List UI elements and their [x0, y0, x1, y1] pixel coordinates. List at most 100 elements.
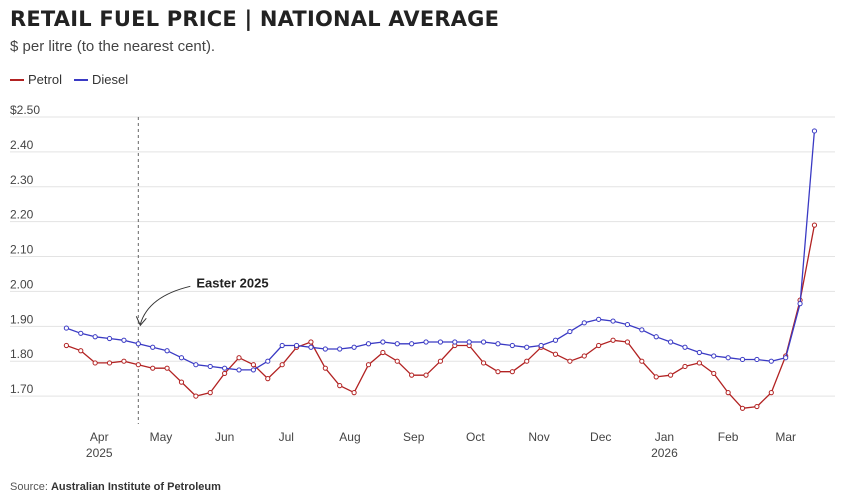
- data-point-diesel: [811, 128, 818, 134]
- x-tick-label: Sep: [403, 430, 425, 444]
- data-point-petrol: [394, 358, 400, 364]
- easter-arrow: [139, 285, 191, 325]
- legend-swatch-petrol: [10, 78, 24, 81]
- data-point-diesel: [365, 341, 372, 347]
- series-layer: [63, 128, 818, 411]
- data-point-petrol: [207, 390, 213, 396]
- data-point-diesel: [596, 316, 602, 322]
- series-line-diesel: [66, 130, 816, 371]
- data-point-petrol: [279, 362, 285, 368]
- x-tick-label: Aug: [339, 430, 360, 444]
- data-point-petrol: [380, 349, 386, 356]
- data-point-diesel: [308, 344, 314, 350]
- data-point-petrol: [739, 405, 746, 411]
- data-point-petrol: [135, 362, 141, 368]
- x-tick-year-label: 2026: [651, 446, 678, 460]
- data-point-diesel: [337, 346, 343, 352]
- data-point-diesel: [452, 339, 458, 345]
- data-point-diesel: [178, 355, 185, 361]
- data-point-petrol: [610, 337, 616, 343]
- data-point-diesel: [711, 353, 717, 359]
- data-point-diesel: [610, 318, 616, 324]
- data-point-petrol: [437, 358, 444, 364]
- data-point-petrol: [193, 393, 199, 399]
- y-tick-label: 2.10: [10, 243, 34, 257]
- data-point-petrol: [150, 365, 156, 371]
- data-point-diesel: [639, 327, 645, 333]
- data-point-diesel: [92, 334, 98, 340]
- data-point-diesel: [797, 301, 803, 307]
- data-point-petrol: [106, 360, 113, 366]
- data-point-diesel: [624, 321, 631, 328]
- data-point-petrol: [811, 222, 818, 228]
- data-point-petrol: [322, 365, 328, 371]
- data-point-diesel: [236, 367, 242, 373]
- data-point-diesel: [739, 356, 746, 363]
- legend-item-petrol[interactable]: Petrol: [10, 72, 62, 87]
- data-point-petrol: [480, 360, 487, 366]
- series-line-petrol: [66, 224, 816, 409]
- x-tick-label: Jun: [215, 430, 234, 444]
- data-point-diesel: [696, 349, 702, 356]
- legend-label-diesel: Diesel: [91, 72, 129, 87]
- data-point-diesel: [222, 365, 228, 371]
- page-title: RETAIL FUEL PRICE | NATIONAL AVERAGE: [10, 7, 500, 31]
- x-tick-year-label: 2025: [86, 446, 113, 460]
- data-point-diesel: [783, 355, 789, 361]
- y-tick-label: 1.90: [10, 312, 34, 326]
- data-point-diesel: [78, 330, 84, 336]
- data-point-diesel: [322, 346, 328, 352]
- data-point-petrol: [265, 376, 271, 382]
- legend-label-petrol: Petrol: [28, 72, 62, 87]
- data-point-petrol: [351, 390, 357, 396]
- data-point-petrol: [178, 379, 185, 385]
- data-point-diesel: [250, 367, 257, 373]
- data-point-diesel: [150, 344, 156, 350]
- data-point-petrol: [667, 372, 674, 378]
- data-point-diesel: [495, 341, 501, 347]
- x-tick-label: Oct: [466, 430, 485, 444]
- data-point-petrol: [250, 362, 257, 368]
- data-point-diesel: [394, 341, 400, 347]
- data-point-diesel: [466, 339, 472, 345]
- y-tick-label: 2.00: [10, 277, 34, 291]
- data-point-petrol: [121, 358, 127, 364]
- easter-arrowhead: [135, 316, 147, 327]
- y-tick-label: 2.20: [10, 208, 34, 222]
- data-point-petrol: [552, 351, 559, 357]
- data-point-petrol: [711, 370, 717, 377]
- x-tick-label: May: [150, 430, 173, 444]
- data-point-diesel: [538, 342, 544, 349]
- data-point-diesel: [351, 344, 357, 350]
- x-tick-label: Apr: [90, 430, 109, 444]
- data-point-diesel: [207, 363, 213, 370]
- x-tick-label: Jul: [279, 430, 294, 444]
- data-point-diesel: [409, 341, 415, 347]
- data-point-diesel: [682, 344, 688, 350]
- data-point-diesel: [437, 339, 444, 345]
- grid-layer: [10, 116, 835, 397]
- data-point-petrol: [409, 372, 415, 378]
- data-point-petrol: [308, 339, 314, 345]
- data-point-diesel: [768, 358, 774, 364]
- annotation-layer: Easter 2025: [135, 117, 269, 424]
- data-point-petrol: [365, 362, 372, 368]
- easter-label: Easter 2025: [196, 275, 268, 290]
- data-point-petrol: [524, 358, 530, 364]
- data-point-petrol: [624, 339, 631, 345]
- data-point-petrol: [222, 370, 228, 377]
- legend-item-diesel[interactable]: Diesel: [73, 72, 129, 87]
- data-point-petrol: [164, 365, 170, 371]
- data-point-diesel: [581, 320, 587, 326]
- data-point-petrol: [596, 342, 602, 349]
- data-point-petrol: [337, 383, 343, 389]
- data-point-diesel: [480, 339, 487, 345]
- x-tick-label: Jan: [655, 430, 674, 444]
- data-point-diesel: [754, 356, 760, 363]
- axis-label-layer: $2.50 2.40 2.30 2.20 2.10 2.00 1.90 1.80 1.70 Apr…: [10, 103, 796, 460]
- source-prefix: Source:: [10, 481, 48, 493]
- data-point-diesel: [567, 328, 573, 335]
- data-point-petrol: [63, 342, 69, 349]
- legend-swatch-diesel: [73, 78, 88, 81]
